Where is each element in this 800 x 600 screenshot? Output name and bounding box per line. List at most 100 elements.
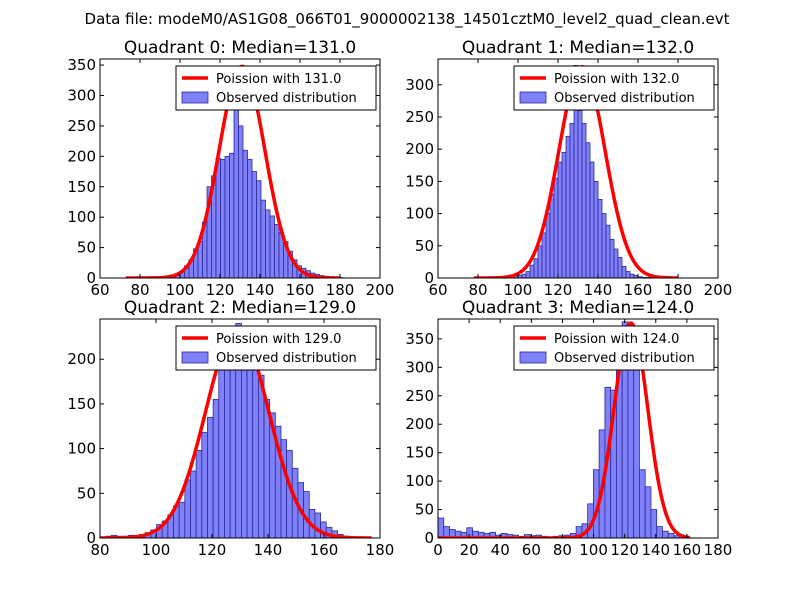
legend-bar-label: Observed distribution [554, 351, 695, 366]
histogram-bar [667, 533, 675, 538]
legend-box [175, 325, 377, 371]
axes-frame [437, 58, 719, 279]
histogram-bar [215, 157, 221, 278]
histogram-bar [585, 142, 591, 278]
y-tick-label: 50 [77, 239, 96, 257]
histogram-bar [627, 358, 635, 538]
histogram-bar [257, 374, 265, 538]
y-tick-label: 200 [405, 140, 434, 158]
x-tick-label: 80 [468, 281, 487, 299]
x-tick-label: 120 [206, 281, 235, 299]
histogram-bar [644, 486, 652, 538]
x-tick-label: 80 [130, 281, 149, 299]
legend-box [175, 65, 377, 111]
histogram-bar [537, 245, 543, 278]
legend-box [513, 65, 715, 111]
legend-bar-swatch [519, 91, 547, 104]
x-tick-label: 180 [326, 281, 355, 299]
plot-area [125, 64, 343, 278]
axes-frame [437, 318, 719, 539]
histogram-bar [247, 158, 253, 278]
x-tick-label: 120 [544, 281, 573, 299]
histogram-bar [224, 348, 231, 538]
histogram-bar [229, 152, 235, 278]
histogram-bar [251, 171, 257, 278]
histogram-bar [613, 248, 619, 278]
axes-frame [99, 58, 381, 279]
y-tick-label: 150 [405, 444, 434, 462]
panel-title: Quadrant 1: Median=132.0 [462, 38, 694, 58]
y-tick-label: 250 [405, 387, 434, 405]
histogram-bar [561, 151, 567, 278]
legend-curve-label: Poission with 129.0 [216, 332, 341, 347]
histogram-bar [650, 509, 658, 538]
x-tick-label: 100 [579, 541, 608, 559]
histogram-bar [260, 199, 266, 278]
x-tick-label: 120 [198, 541, 227, 559]
histogram-bar [639, 469, 646, 538]
histogram-bar [207, 416, 214, 538]
x-tick-label: 140 [584, 281, 613, 299]
histogram-bar [529, 264, 535, 278]
histogram-bar [525, 271, 531, 278]
histogram-bar [609, 238, 615, 278]
y-tick-label: 150 [67, 395, 96, 413]
x-tick-label: 100 [142, 541, 171, 559]
x-tick-label: 180 [704, 541, 733, 559]
legend-curve-label: Poission with 131.0 [216, 72, 341, 87]
histogram-bar [625, 271, 631, 278]
y-tick-label: 0 [424, 529, 434, 547]
panel-quadrant-1: Quadrant 1: Median=132.0 60 80 100 120 140 160… [405, 38, 732, 299]
y-tick-label: 50 [415, 237, 434, 255]
histogram-bar [662, 530, 669, 538]
legend-bar-swatch [181, 91, 209, 104]
histogram-bar [597, 199, 603, 278]
histogram-bar [633, 341, 640, 538]
y-tick-label: 350 [67, 56, 96, 74]
histogram-bar [184, 479, 191, 538]
x-tick-label: 80 [553, 541, 572, 559]
histogram-bar [190, 470, 197, 538]
x-tick-label: 160 [624, 281, 653, 299]
histogram-bar [601, 213, 607, 278]
y-tick-label: 300 [67, 87, 96, 105]
y-tick-label: 0 [86, 269, 96, 287]
histogram-bar [201, 432, 208, 538]
legend-bar-label: Observed distribution [216, 351, 357, 366]
x-tick-label: 40 [491, 541, 510, 559]
y-tick-label: 250 [405, 108, 434, 126]
histogram-bar [577, 110, 583, 278]
histogram-bar [238, 125, 244, 278]
histogram-bar [252, 349, 259, 538]
x-tick-label: 160 [310, 541, 339, 559]
x-tick-label: 160 [286, 281, 315, 299]
y-tick-label: 300 [405, 76, 434, 94]
x-tick-label: 100 [166, 281, 195, 299]
x-tick-label: 140 [246, 281, 275, 299]
histogram-bar [656, 526, 663, 538]
x-tick-label: 60 [428, 281, 447, 299]
histogram-bar [242, 149, 248, 278]
histogram-bar [553, 177, 559, 278]
histogram-bar [549, 193, 555, 278]
x-tick-label: 0 [433, 541, 443, 559]
y-tick-label: 50 [77, 484, 96, 502]
plot-area [473, 64, 679, 278]
x-tick-label: 200 [704, 281, 733, 299]
panel-quadrant-0: Quadrant 0: Median=131.0 60 80 100 120 140 160… [67, 38, 394, 299]
histogram-bar [195, 449, 203, 538]
panel-title: Quadrant 3: Median=124.0 [462, 298, 694, 318]
histogram-bar [256, 180, 262, 278]
legend-bar-swatch [181, 351, 209, 364]
legend-curve-label: Poission with 124.0 [554, 332, 679, 347]
panel-quadrant-2: Quadrant 2: Median=129.0 80 100 120 140 160 18… [67, 298, 394, 559]
legend-bar-swatch [519, 351, 547, 364]
y-tick-label: 150 [67, 178, 96, 196]
y-tick-label: 0 [86, 529, 96, 547]
figure-suptitle: Data file: modeM0/AS1G08_066T01_90000021… [85, 10, 730, 29]
panel-title: Quadrant 2: Median=129.0 [124, 298, 356, 318]
y-tick-label: 250 [67, 117, 96, 135]
y-tick-label: 200 [67, 147, 96, 165]
histogram-bar [581, 123, 587, 278]
